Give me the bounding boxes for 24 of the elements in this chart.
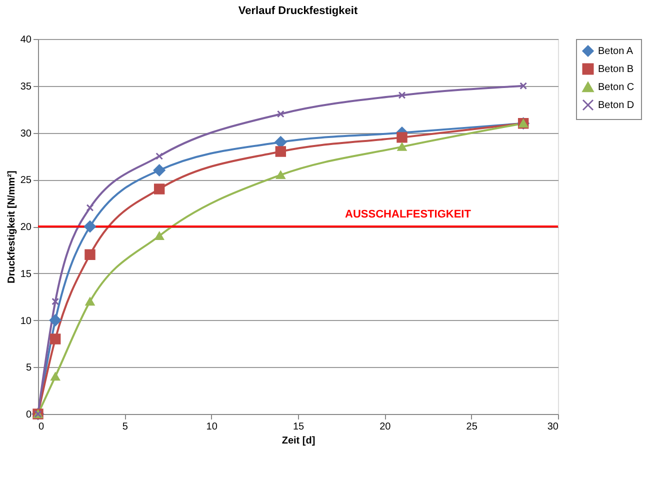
legend-label: Beton B: [598, 64, 634, 75]
chart-title: Verlauf Druckfestigkeit: [238, 5, 358, 17]
x-tick-label: 0: [38, 422, 44, 432]
ref-line-label: AUSSCHALFESTIGKEIT: [345, 208, 472, 220]
legend-label: Beton A: [598, 46, 634, 57]
x-axis-title: Zeit [d]: [282, 436, 316, 446]
y-tick-label: 5: [26, 362, 32, 374]
y-tick-label: 20: [20, 222, 32, 233]
x-tick-label: 30: [547, 422, 559, 432]
y-tick-label: 40: [20, 34, 32, 46]
y-tick-label: 15: [20, 268, 32, 280]
legend-label: Beton C: [598, 82, 634, 93]
x-tick-label: 10: [206, 422, 218, 432]
legend-label: Beton D: [598, 100, 634, 111]
y-tick-label: 35: [20, 81, 32, 92]
x-tick-label: 20: [380, 422, 392, 432]
y-tick-label: 30: [20, 128, 32, 140]
x-tick-label: 15: [292, 422, 304, 432]
y-tick-label: 10: [20, 316, 32, 327]
y-tick-label: 25: [20, 175, 32, 186]
x-tick-label: 25: [466, 422, 478, 432]
y-tick-label: 0: [26, 410, 32, 420]
y-axis-title: Druckfestigkeit [N/mm²]: [6, 170, 18, 284]
x-tick-label: 5: [122, 422, 128, 432]
